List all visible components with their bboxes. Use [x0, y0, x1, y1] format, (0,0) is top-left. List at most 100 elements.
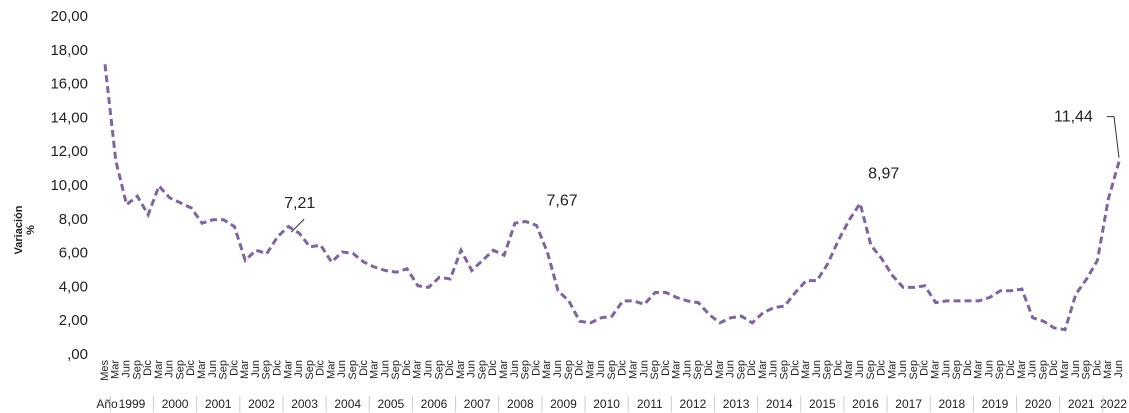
- x-tick-label: Mar: [498, 360, 510, 379]
- x-tick-label: Mar: [325, 360, 337, 379]
- x-tick-label: Sep: [606, 360, 618, 380]
- x-tick-label: Jun: [854, 360, 866, 378]
- year-label: 2017: [895, 397, 922, 411]
- x-tick-label: Jun: [940, 360, 952, 378]
- x-tick-label: Mar: [153, 360, 165, 379]
- y-tick-label: 6,00: [59, 245, 88, 262]
- x-tick-label: Mar: [455, 360, 467, 379]
- x-tick-label: Jun: [120, 360, 132, 378]
- year-label: 2014: [766, 397, 793, 411]
- x-tick-label: Jun: [336, 360, 348, 378]
- x-tick-label: Mar: [110, 360, 122, 379]
- year-label: 2013: [723, 397, 750, 411]
- x-tick-label: Jun: [250, 360, 262, 378]
- x-tick-label: Sep: [822, 360, 834, 380]
- year-label: 2018: [938, 397, 965, 411]
- x-tick-label: Dic: [487, 360, 499, 376]
- x-tick-label: Jun: [552, 360, 564, 378]
- x-tick-label: Sep: [865, 360, 877, 380]
- x-tick-label: Jun: [207, 360, 219, 378]
- year-label: 2001: [205, 397, 232, 411]
- year-label: 2022: [1100, 397, 1127, 411]
- year-label: 2008: [507, 397, 534, 411]
- y-tick-label: 2,00: [59, 312, 88, 329]
- x-tick-label: Mar: [627, 360, 639, 379]
- x-tick-label: Sep: [692, 360, 704, 380]
- x-tick-label: Mar: [757, 360, 769, 379]
- x-tick-label: Mar: [1059, 360, 1071, 379]
- year-label: 2020: [1025, 397, 1052, 411]
- y-axis-label: %: [25, 225, 37, 235]
- year-label: 2003: [291, 397, 318, 411]
- year-label: 2012: [680, 397, 707, 411]
- x-tick-label: Sep: [994, 360, 1006, 380]
- x-tick-label: Dic: [272, 360, 284, 376]
- y-tick-label: ,00: [67, 346, 88, 363]
- x-tick-label: Jun: [293, 360, 305, 378]
- x-tick-label: Sep: [779, 360, 791, 380]
- x-tick-label: Sep: [951, 360, 963, 380]
- x-tick-label: Jun: [725, 360, 737, 378]
- x-tick-label: Sep: [563, 360, 575, 380]
- year-label: 2015: [809, 397, 836, 411]
- x-tick-label: Mar: [369, 360, 381, 379]
- value-label: 7,67: [546, 192, 577, 209]
- x-tick-label: Sep: [1037, 360, 1049, 380]
- data-line: [103, 64, 1121, 332]
- x-tick-label: Dic: [703, 360, 715, 376]
- x-tick-label: Dic: [919, 360, 931, 376]
- x-tick-label: Sep: [649, 360, 661, 380]
- x-tick-label: Sep: [131, 360, 143, 380]
- x-tick-label: Sep: [520, 360, 532, 380]
- x-tick-label: Sep: [304, 360, 316, 380]
- x-tick-label: Dic: [228, 360, 240, 376]
- x-tick-label: Jun: [509, 360, 521, 378]
- x-tick-label: Jun: [681, 360, 693, 378]
- x-tick-label: Mar: [584, 360, 596, 379]
- x-tick-label: Mar: [671, 360, 683, 379]
- x-tick-label: Mar: [714, 360, 726, 379]
- year-label: 2006: [421, 397, 448, 411]
- x-tick-label: Jun: [811, 360, 823, 378]
- year-label: 2000: [162, 397, 189, 411]
- year-label: 1999: [119, 397, 146, 411]
- x-tick-label: Mes: [99, 360, 111, 381]
- year-label: 2004: [334, 397, 361, 411]
- x-tick-label: Sep: [735, 360, 747, 380]
- y-tick-label: 8,00: [59, 211, 88, 228]
- year-label: 2007: [464, 397, 491, 411]
- x-tick-label: Mar: [973, 360, 985, 379]
- x-tick-label: Jun: [768, 360, 780, 378]
- year-label: 2002: [248, 397, 275, 411]
- y-tick-label: 16,00: [50, 76, 88, 93]
- x-tick-label: Mar: [412, 360, 424, 379]
- year-label: 2021: [1068, 397, 1095, 411]
- x-tick-label: Jun: [1113, 360, 1125, 378]
- x-tick-label: Sep: [476, 360, 488, 380]
- y-tick-label: 14,00: [50, 109, 88, 126]
- x-tick-label: Mar: [886, 360, 898, 379]
- y-tick-label: 18,00: [50, 42, 88, 59]
- value-label: 11,44: [1054, 109, 1093, 126]
- x-tick-label: Mar: [843, 360, 855, 379]
- year-label: 2019: [982, 397, 1009, 411]
- x-tick-label: Jun: [638, 360, 650, 378]
- x-tick-label: Dic: [358, 360, 370, 376]
- x-tick-label: Mar: [282, 360, 294, 379]
- x-tick-label: Dic: [789, 360, 801, 376]
- x-tick-label: Jun: [379, 360, 391, 378]
- x-tick-label: Dic: [574, 360, 586, 376]
- x-tick-label: Jun: [1027, 360, 1039, 378]
- x-tick-label: Dic: [1048, 360, 1060, 376]
- x-tick-label: Jun: [1070, 360, 1082, 378]
- y-tick-label: 4,00: [59, 278, 88, 295]
- x-tick-label: Dic: [746, 360, 758, 376]
- x-tick-label: Dic: [962, 360, 974, 376]
- x-tick-label: Dic: [617, 360, 629, 376]
- x-tick-label: Mar: [541, 360, 553, 379]
- x-tick-label: Sep: [261, 360, 273, 380]
- x-tick-label: Dic: [315, 360, 327, 376]
- x-tick-label: Sep: [218, 360, 230, 380]
- year-label: 2005: [378, 397, 405, 411]
